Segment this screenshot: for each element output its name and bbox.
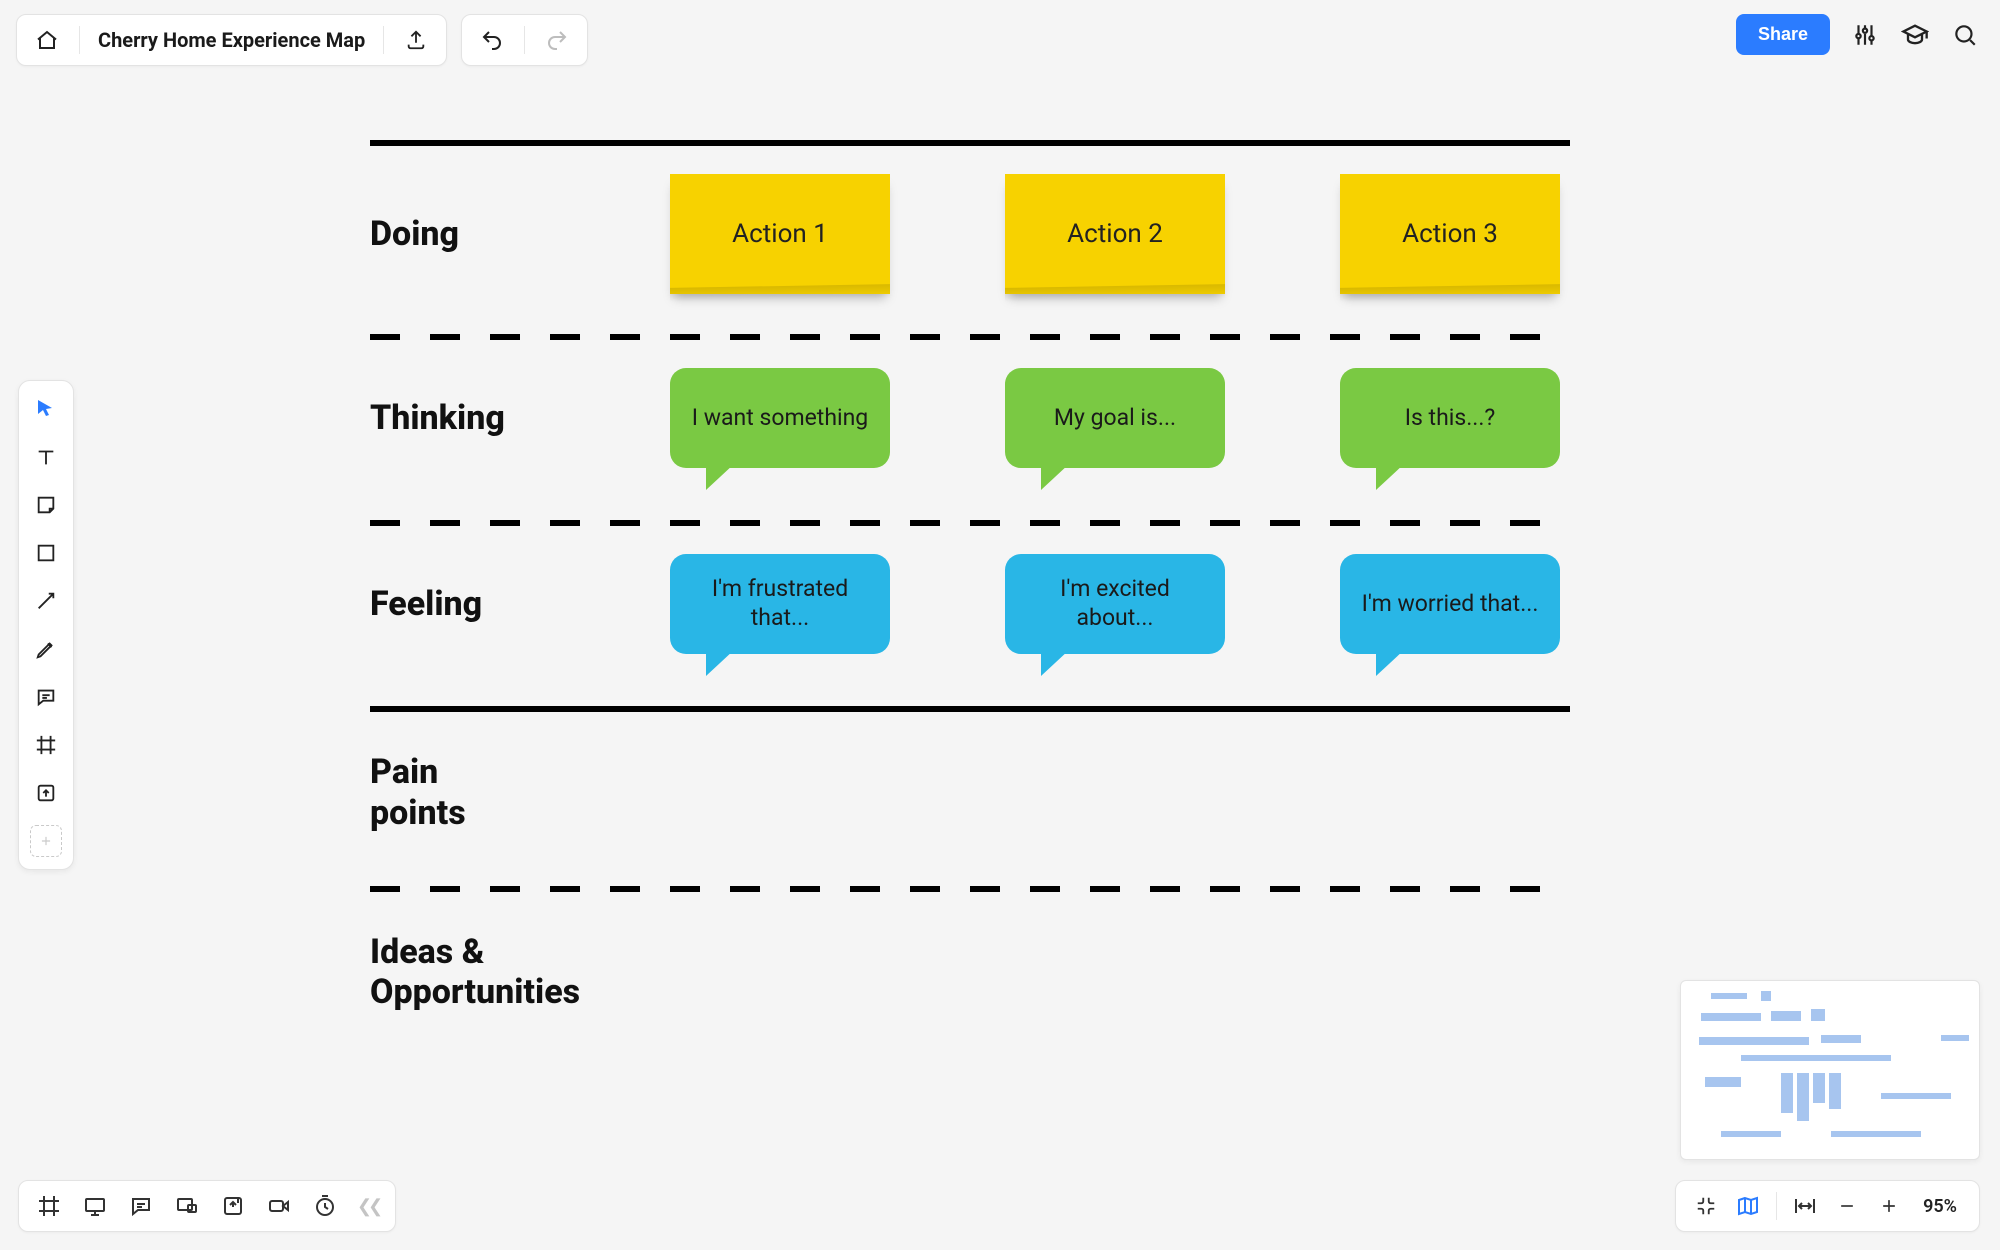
sticky-text: Action 3 <box>1402 219 1498 249</box>
history-toolbar <box>461 14 588 66</box>
map-row-pain-points: Pain points <box>370 752 1570 834</box>
bubble-text: Is this...? <box>1405 404 1496 433</box>
map-row-feeling: Feeling I'm frustrated that... I'm excit… <box>370 554 1570 654</box>
frames-panel-icon[interactable] <box>35 1192 63 1220</box>
tool-comment-icon[interactable] <box>30 681 62 713</box>
map-row-thinking: Thinking I want something My goal is... … <box>370 368 1570 468</box>
separator <box>79 26 80 54</box>
bubble-text: I'm worried that... <box>1362 590 1539 619</box>
fit-width-icon[interactable] <box>1791 1192 1819 1220</box>
map-row-ideas: Ideas & Opportunities <box>370 932 1570 1014</box>
tool-upload-icon[interactable] <box>30 777 62 809</box>
row-label: Pain points <box>370 752 670 834</box>
tool-add-more-icon[interactable] <box>30 825 62 857</box>
sticky-note[interactable]: Action 2 <box>1005 174 1225 294</box>
present-icon[interactable] <box>81 1192 109 1220</box>
map-row-doing: Doing Action 1 Action 2 Action 3 <box>370 174 1570 294</box>
speech-bubble[interactable]: I'm excited about... <box>1005 554 1225 654</box>
separator <box>383 26 384 54</box>
row-label: Ideas & Opportunities <box>370 932 670 1014</box>
separator <box>524 26 525 54</box>
speech-bubble[interactable]: My goal is... <box>1005 368 1225 468</box>
zoom-toolbar: 95% <box>1675 1180 1980 1232</box>
left-toolbox <box>18 380 74 870</box>
bubble-text: I'm excited about... <box>1019 575 1211 633</box>
undo-icon[interactable] <box>478 26 506 54</box>
settings-sliders-icon[interactable] <box>1850 20 1880 50</box>
doc-toolbar: Cherry Home Experience Map <box>16 14 447 66</box>
tool-text-icon[interactable] <box>30 441 62 473</box>
export-panel-icon[interactable] <box>219 1192 247 1220</box>
home-icon[interactable] <box>33 26 61 54</box>
experience-map-canvas[interactable]: Doing Action 1 Action 2 Action 3 Thinkin… <box>370 140 1570 1013</box>
bottom-toolbar: ❮❮ <box>18 1180 396 1232</box>
speech-bubble[interactable]: I'm worried that... <box>1340 554 1560 654</box>
fullscreen-exit-icon[interactable] <box>1692 1192 1720 1220</box>
search-icon[interactable] <box>1950 20 1980 50</box>
timer-icon[interactable] <box>311 1192 339 1220</box>
bubble-text: I'm frustrated that... <box>684 575 876 633</box>
screen-share-icon[interactable] <box>173 1192 201 1220</box>
bubble-text: My goal is... <box>1054 404 1176 433</box>
comments-panel-icon[interactable] <box>127 1192 155 1220</box>
sticky-note[interactable]: Action 3 <box>1340 174 1560 294</box>
video-icon[interactable] <box>265 1192 293 1220</box>
sticky-text: Action 2 <box>1067 219 1163 249</box>
row-label: Feeling <box>370 584 670 625</box>
export-icon[interactable] <box>402 26 430 54</box>
zoom-out-icon[interactable] <box>1833 1192 1861 1220</box>
tool-line-icon[interactable] <box>30 585 62 617</box>
speech-bubble[interactable]: I want something <box>670 368 890 468</box>
tool-sticky-note-icon[interactable] <box>30 489 62 521</box>
learn-icon[interactable] <box>1900 20 1930 50</box>
sticky-note[interactable]: Action 1 <box>670 174 890 294</box>
zoom-level[interactable]: 95% <box>1917 1196 1963 1217</box>
bubble-text: I want something <box>692 404 868 433</box>
minimap-toggle-icon[interactable] <box>1734 1192 1762 1220</box>
tool-select-icon[interactable] <box>30 393 62 425</box>
redo-icon <box>543 26 571 54</box>
speech-bubble[interactable]: I'm frustrated that... <box>670 554 890 654</box>
row-label: Thinking <box>370 398 670 439</box>
speech-bubble[interactable]: Is this...? <box>1340 368 1560 468</box>
tool-shape-icon[interactable] <box>30 537 62 569</box>
tool-frame-icon[interactable] <box>30 729 62 761</box>
row-label: Doing <box>370 214 670 255</box>
collapse-toolbar-icon[interactable]: ❮❮ <box>357 1196 379 1217</box>
tool-pen-icon[interactable] <box>30 633 62 665</box>
zoom-in-icon[interactable] <box>1875 1192 1903 1220</box>
minimap[interactable] <box>1680 980 1980 1160</box>
separator <box>1776 1192 1777 1220</box>
document-title[interactable]: Cherry Home Experience Map <box>98 28 365 52</box>
share-button[interactable]: Share <box>1736 14 1830 55</box>
sticky-text: Action 1 <box>732 219 828 249</box>
